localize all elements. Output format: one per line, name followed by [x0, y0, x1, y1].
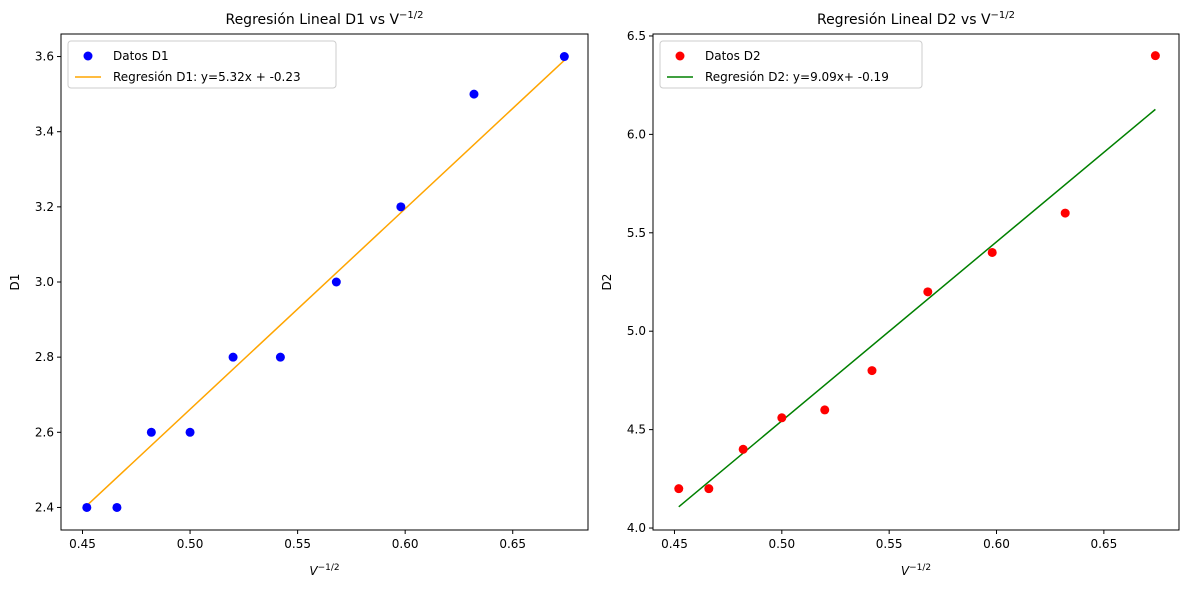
x-tick-label: 0.50 — [177, 537, 204, 551]
data-point — [331, 277, 341, 287]
data-point — [1060, 208, 1070, 218]
data-point — [704, 484, 714, 494]
x-tick-label: 0.60 — [392, 537, 419, 551]
data-point — [1150, 51, 1160, 61]
data-point — [820, 405, 830, 415]
y-tick-label: 6.0 — [627, 127, 646, 141]
x-tick-label: 0.55 — [876, 537, 903, 551]
legend-label: Regresión D1: y=5.32x + -0.23 — [113, 70, 301, 84]
legend: Datos D1 Regresión D1: y=5.32x + -0.23 — [67, 40, 337, 89]
y-tick-label: 5.5 — [627, 226, 646, 240]
legend: Datos D2 Regresión D2: y=9.09x+ -0.19 — [659, 40, 923, 89]
y-tick-label: 5.0 — [627, 324, 646, 338]
y-tick-label: 2.8 — [35, 350, 54, 364]
y-axis-label: D2 — [600, 274, 614, 291]
regression-line — [86, 59, 565, 507]
x-tick-label: 0.65 — [1090, 537, 1117, 551]
data-point — [559, 52, 569, 62]
regression-line — [678, 108, 1156, 508]
chart-title: Regresión Lineal D1 vs V−1/2 — [225, 10, 423, 28]
y-tick-label: 3.6 — [35, 50, 54, 64]
plot-frame — [652, 33, 1180, 531]
y-axis-label: D1 — [8, 274, 22, 291]
y-tick-label: 3.0 — [35, 275, 54, 289]
data-point — [146, 427, 156, 437]
chart-d1: Regresión Lineal D1 vs V−1/2 0.45 0.50 0.55… — [8, 10, 589, 578]
data-point — [923, 287, 933, 297]
y-tick-label: 2.4 — [35, 500, 54, 514]
x-tick-label: 0.60 — [983, 537, 1010, 551]
data-point — [867, 366, 877, 376]
data-point — [396, 202, 406, 212]
legend-label: Datos D1 — [113, 49, 169, 63]
data-point — [275, 352, 285, 362]
data-point — [674, 484, 684, 494]
y-tick-label: 2.6 — [35, 425, 54, 439]
y-tick-label: 6.5 — [627, 29, 646, 43]
data-point — [738, 444, 748, 454]
x-tick-label: 0.50 — [768, 537, 795, 551]
legend-marker — [675, 51, 685, 61]
x-axis-label: V−1/2 — [309, 563, 339, 578]
y-tick-label: 3.4 — [35, 125, 54, 139]
plot-frame — [60, 33, 589, 531]
y-tick-label: 4.0 — [627, 521, 646, 535]
data-point — [228, 352, 238, 362]
y-tick-label: 4.5 — [627, 423, 646, 437]
data-point — [777, 413, 787, 423]
x-tick-label: 0.45 — [661, 537, 688, 551]
data-point — [112, 502, 122, 512]
data-point — [82, 502, 92, 512]
y-tick-label: 3.2 — [35, 200, 54, 214]
legend-label: Regresión D2: y=9.09x+ -0.19 — [705, 70, 889, 84]
data-point — [185, 427, 195, 437]
chart-title: Regresión Lineal D2 vs V−1/2 — [817, 10, 1015, 28]
legend-marker — [83, 51, 93, 61]
data-point — [987, 247, 997, 257]
legend-box — [659, 40, 923, 89]
x-axis-label: V−1/2 — [901, 563, 931, 578]
data-point — [469, 89, 479, 99]
legend-box — [67, 40, 337, 89]
legend-label: Datos D2 — [705, 49, 761, 63]
x-tick-label: 0.55 — [284, 537, 311, 551]
x-tick-label: 0.45 — [69, 537, 96, 551]
x-tick-label: 0.65 — [499, 537, 526, 551]
chart-d2: Regresión Lineal D2 vs V−1/2 0.45 0.50 0.55… — [600, 10, 1180, 578]
